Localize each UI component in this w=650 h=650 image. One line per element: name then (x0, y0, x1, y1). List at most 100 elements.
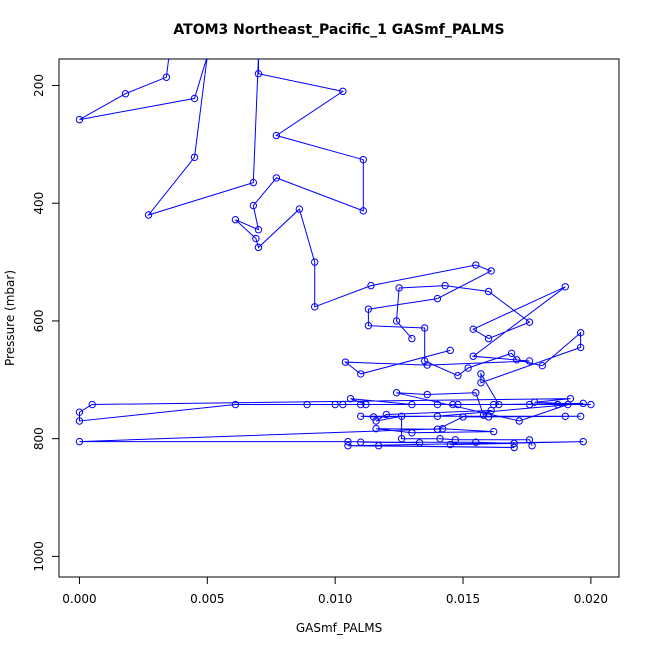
data-point (346, 394, 355, 403)
data-point (433, 400, 442, 409)
data-point (231, 400, 240, 409)
data-point (162, 73, 171, 81)
y-tick-label: 600 (32, 309, 46, 332)
data-point (382, 410, 391, 419)
data-point (477, 370, 485, 378)
plot-area (75, 59, 595, 452)
data-point (477, 379, 485, 387)
data-point (446, 440, 454, 449)
data-point (579, 399, 587, 408)
data-point (254, 243, 263, 252)
data-point (408, 334, 416, 343)
data-point (190, 94, 199, 103)
data-point (487, 267, 495, 275)
data-point (479, 411, 488, 419)
data-point (311, 258, 319, 266)
data-point (469, 352, 477, 360)
data-point (510, 443, 518, 452)
data-point (249, 178, 258, 187)
data-point (397, 434, 406, 443)
data-point (525, 357, 534, 365)
data-point (311, 303, 319, 311)
data-point (339, 400, 347, 409)
data-point (507, 349, 516, 358)
data-point (331, 400, 339, 409)
data-point (408, 400, 416, 409)
data-point (392, 389, 401, 397)
x-tick-label: 0.010 (318, 592, 352, 606)
data-point (359, 155, 367, 164)
x-tick-label: 0.015 (446, 592, 480, 606)
y-tick-label: 400 (32, 192, 46, 215)
data-point (484, 287, 493, 296)
data-point (454, 371, 462, 380)
data-point (252, 234, 260, 243)
x-axis: 0.000 0.005 0.010 0.015 0.020 (62, 576, 608, 606)
y-axis: 200 400 600 800 1000 (32, 74, 60, 572)
data-point (561, 283, 570, 291)
x-tick-label: 0.000 (62, 592, 96, 606)
data-point (553, 400, 562, 409)
x-axis-label: GASmf_PALMS (296, 621, 382, 635)
data-point (272, 174, 281, 182)
data-point (190, 153, 199, 162)
data-point (303, 400, 311, 409)
data-point (433, 425, 442, 433)
x-tick-label: 0.020 (574, 592, 608, 606)
data-point (564, 400, 572, 409)
data-point (438, 424, 447, 433)
data-point (472, 389, 480, 397)
data-point (487, 406, 495, 415)
data-point (441, 281, 449, 290)
data-point (341, 358, 350, 366)
data-point (576, 343, 585, 352)
data-point (525, 318, 534, 326)
data-point (528, 442, 536, 450)
data-point (367, 281, 375, 290)
data-point (231, 215, 240, 224)
data-point (166, 59, 172, 60)
data-point (392, 317, 401, 325)
data-point (433, 412, 442, 421)
series-line (307, 392, 569, 446)
data-point (420, 324, 429, 332)
data-point (75, 437, 84, 446)
data-point (420, 357, 429, 365)
data-point (436, 434, 444, 443)
data-point (75, 408, 84, 416)
data-point (408, 429, 416, 437)
plot-frame (58, 58, 620, 578)
data-point (75, 115, 84, 124)
data-point (357, 438, 365, 446)
data-point (364, 321, 373, 330)
data-point (433, 294, 442, 303)
x-tick-label: 0.005 (190, 592, 224, 606)
data-point (423, 390, 431, 399)
data-point (256, 59, 261, 60)
data-point (121, 90, 130, 98)
data-point (344, 442, 352, 450)
data-point (362, 400, 370, 409)
data-point (364, 305, 373, 313)
data-point (515, 417, 523, 425)
data-point (451, 436, 460, 444)
series-line (79, 59, 591, 448)
data-point (254, 70, 263, 78)
data-point (205, 59, 210, 60)
data-point (344, 437, 352, 446)
y-tick-label: 200 (32, 74, 46, 97)
data-point (415, 439, 424, 447)
data-point (484, 334, 493, 343)
data-point (395, 284, 403, 292)
data-point (587, 400, 595, 409)
data-point (579, 437, 587, 446)
data-point (464, 364, 472, 372)
data-point (357, 370, 365, 378)
data-point (254, 226, 263, 234)
data-point (566, 394, 575, 403)
data-point (295, 205, 304, 213)
data-point (339, 87, 347, 96)
data-point (469, 325, 477, 333)
y-tick-label: 800 (32, 427, 46, 450)
